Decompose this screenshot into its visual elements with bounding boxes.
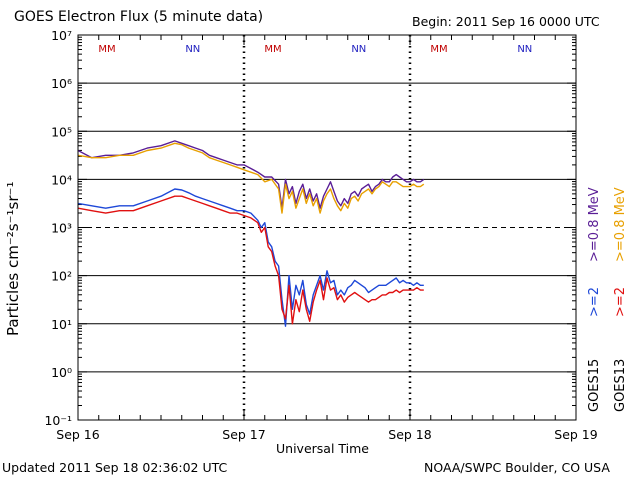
series-line-2: [78, 188, 424, 327]
y-tick-label: 10²: [51, 269, 72, 284]
series-line-0: [78, 140, 425, 209]
legend-goes13-label: GOES13: [613, 358, 628, 412]
y-axis-label: Particles cm⁻²s⁻¹sr⁻¹: [4, 181, 22, 336]
y-tick-label: 10⁴: [51, 172, 72, 187]
legend-goes15-2mev: >=2: [587, 286, 602, 317]
y-tick-label: 10⁶: [51, 76, 72, 91]
chart-title: GOES Electron Flux (5 minute data): [14, 9, 264, 25]
source-credit: NOAA/SWPC Boulder, CO USA: [424, 460, 610, 475]
day-marker-label: MM: [264, 44, 281, 55]
legend-goes15-08mev: >=0.8 MeV: [587, 187, 602, 262]
day-marker-label: NN: [185, 44, 200, 55]
day-marker-label: NN: [351, 44, 366, 55]
x-axis-label: Universal Time: [276, 441, 369, 456]
legend-goes13-08mev: >=0.8 MeV: [613, 187, 628, 262]
y-tick-label: 10¹: [51, 317, 72, 332]
series-line-3: [78, 195, 424, 325]
x-tick-label: Sep 18: [388, 427, 431, 442]
y-tick-label: 10⁰: [51, 365, 72, 380]
plot-frame: [77, 34, 577, 421]
day-marker-label: MM: [430, 44, 447, 55]
series-line-1: [78, 142, 425, 214]
y-tick-label: 10⁷: [51, 28, 72, 43]
y-tick-label: 10⁵: [51, 124, 72, 139]
begin-date-label: Begin: 2011 Sep 16 0000 UTC: [412, 14, 600, 29]
updated-timestamp: Updated 2011 Sep 18 02:36:02 UTC: [2, 460, 228, 475]
legend-goes15-label: GOES15: [587, 358, 602, 412]
y-tick-label: 10³: [51, 221, 72, 236]
y-tick-label: 10⁻¹: [44, 413, 72, 428]
legend-goes13-2mev: >=2: [613, 286, 628, 317]
x-tick-label: Sep 19: [554, 427, 597, 442]
day-marker-label: MM: [98, 44, 115, 55]
x-tick-label: Sep 17: [222, 427, 265, 442]
x-tick-label: Sep 16: [56, 427, 99, 442]
day-marker-label: NN: [517, 44, 532, 55]
